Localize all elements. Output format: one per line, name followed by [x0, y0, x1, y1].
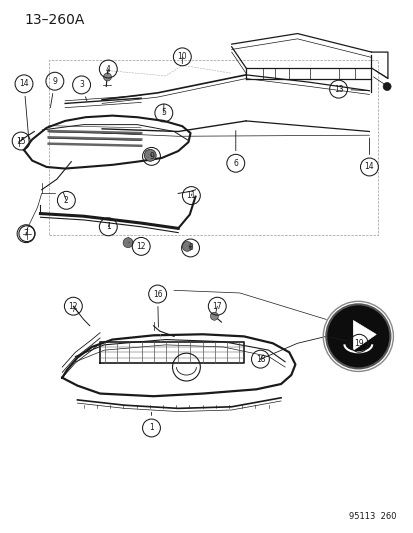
Text: 14: 14: [19, 79, 29, 88]
Circle shape: [123, 238, 133, 248]
Text: 1: 1: [149, 424, 154, 432]
Text: 8: 8: [188, 244, 192, 253]
Circle shape: [382, 83, 390, 91]
Text: 19: 19: [354, 339, 363, 348]
Text: 9: 9: [149, 152, 154, 161]
Text: 2: 2: [64, 196, 69, 205]
Text: 10: 10: [177, 52, 187, 61]
Text: 16: 16: [152, 289, 162, 298]
Text: 1: 1: [106, 222, 110, 231]
Text: 17: 17: [212, 302, 221, 311]
Text: 13–260A: 13–260A: [24, 13, 84, 27]
Text: 13: 13: [333, 85, 342, 94]
Circle shape: [325, 304, 389, 368]
Circle shape: [103, 73, 111, 81]
Text: 95113  260: 95113 260: [348, 512, 395, 521]
Text: 15: 15: [16, 136, 26, 146]
Circle shape: [210, 312, 218, 320]
Circle shape: [182, 241, 192, 252]
Text: 14: 14: [364, 163, 373, 172]
Text: 12: 12: [136, 242, 146, 251]
Polygon shape: [353, 320, 375, 350]
Text: 3: 3: [79, 80, 84, 90]
Text: 12: 12: [69, 302, 78, 311]
Circle shape: [144, 149, 156, 161]
Text: 6: 6: [233, 159, 237, 168]
Text: 4: 4: [106, 64, 110, 74]
Text: 7: 7: [24, 229, 28, 238]
Text: 9: 9: [52, 77, 57, 86]
Text: 18: 18: [255, 354, 265, 364]
Text: 11: 11: [186, 191, 196, 200]
Text: 5: 5: [161, 109, 166, 117]
